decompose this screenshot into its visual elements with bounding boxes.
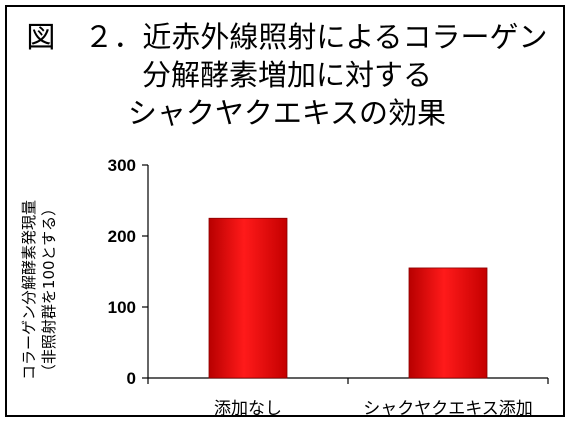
y-tick-label: 0 [127,369,136,388]
y-tick-label: 300 [108,156,136,175]
y-tick-label: 100 [108,298,136,317]
bar [408,267,488,379]
bar [208,217,288,379]
chart-title-line-1: 図 ２．近赤外線照射によるコラーゲン [26,20,548,54]
x-category-label: シャクヤクエキス添加 [363,399,533,419]
bars [208,217,488,379]
y-tick-label: 200 [108,227,136,246]
chart-title-line-2: 分解酵素増加に対する [141,58,432,92]
labels: 0 100 200 300 添加なし シャクヤクエキス添加 [108,156,533,419]
chart-title-line-3: シャクヤクエキスの効果 [127,96,447,130]
x-category-label: 添加なし [214,399,282,419]
